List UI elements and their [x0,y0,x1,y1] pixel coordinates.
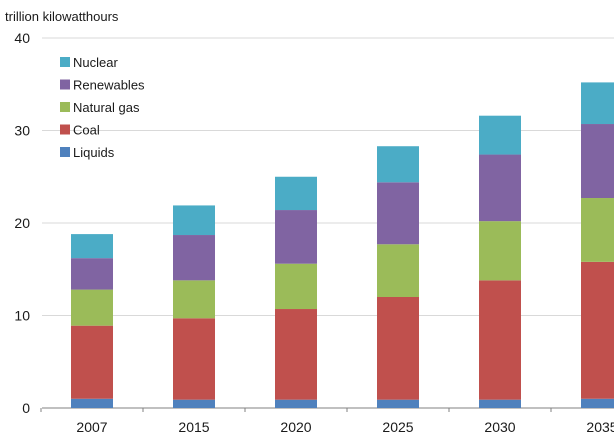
bar-segment-coal [581,261,614,399]
y-tick-label: 40 [14,30,30,46]
bar-segment-renewables [173,235,215,281]
legend: Nuclear Renewables Natural gas Coal Liquids [60,55,145,160]
x-tick-label: 2007 [76,419,107,434]
legend-label: Natural gas [73,100,140,115]
bar-segment-natural-gas [71,289,113,326]
legend-swatch [60,124,70,135]
legend-item: Renewables [60,78,145,93]
bar-segment-nuclear [581,82,614,125]
legend-swatch [60,102,70,112]
bar-segment-renewables [581,124,614,199]
gridlines [40,37,614,412]
legend-label: Coal [73,123,100,138]
bar-segment-nuclear [173,205,215,236]
legend-item: Natural gas [60,100,140,115]
bar-segment-natural-gas [581,198,614,262]
y-tick-label: 10 [14,308,30,324]
bar-segment-coal [377,297,419,400]
bar-stack-2025 [377,146,419,408]
bar-segment-natural-gas [275,263,317,310]
bar-stack-2007 [71,234,113,408]
bar-segment-renewables [71,258,113,290]
bar-segment-nuclear [479,115,521,155]
x-tick-label: 2025 [382,419,413,434]
bar-segment-coal [173,318,215,400]
legend-label: Renewables [73,78,145,93]
legend-swatch [60,147,70,157]
bar-segment-coal [479,280,521,400]
legend-item: Coal [60,123,100,138]
x-tick-label: 2015 [178,419,209,434]
bar-segment-liquids [581,398,614,408]
legend-label: Nuclear [73,55,118,70]
bar-segment-nuclear [377,146,419,183]
bar-segment-natural-gas [479,221,521,281]
legend-item: Nuclear [60,55,118,70]
bar-stack-2035 [581,82,614,408]
bar-segment-coal [275,309,317,400]
bar-segment-nuclear [275,176,317,211]
y-axis-ticks: 0 10 20 30 40 [14,30,30,416]
legend-label: Liquids [73,145,115,160]
y-tick-label: 30 [14,123,30,139]
x-tick-label: 2030 [484,419,515,434]
bar-stack-2015 [173,205,215,408]
bar-segment-coal [71,325,113,399]
x-tick-label: 2020 [280,419,311,434]
legend-item: Liquids [60,145,115,160]
bar-segment-natural-gas [173,280,215,319]
y-axis-unit-label: trillion kilowatthours [5,9,119,24]
bar-segment-liquids [71,398,113,408]
bar-segment-renewables [479,154,521,222]
bars [71,82,614,408]
legend-swatch [60,79,70,90]
bar-segment-liquids [173,399,215,408]
bar-segment-liquids [377,399,419,408]
bar-segment-nuclear [71,234,113,259]
bar-stack-2020 [275,176,317,408]
y-tick-label: 0 [22,400,30,416]
legend-swatch [60,57,70,67]
bar-segment-liquids [479,399,521,408]
y-tick-label: 20 [14,215,30,231]
bar-stack-2030 [479,115,521,408]
bar-segment-natural-gas [377,244,419,297]
bar-segment-renewables [275,210,317,264]
bar-segment-liquids [275,399,317,408]
bar-segment-renewables [377,182,419,245]
x-tick-label: 2035 [586,419,614,434]
x-axis-ticks: 2007 2015 2020 2025 2030 2035 [76,419,614,434]
